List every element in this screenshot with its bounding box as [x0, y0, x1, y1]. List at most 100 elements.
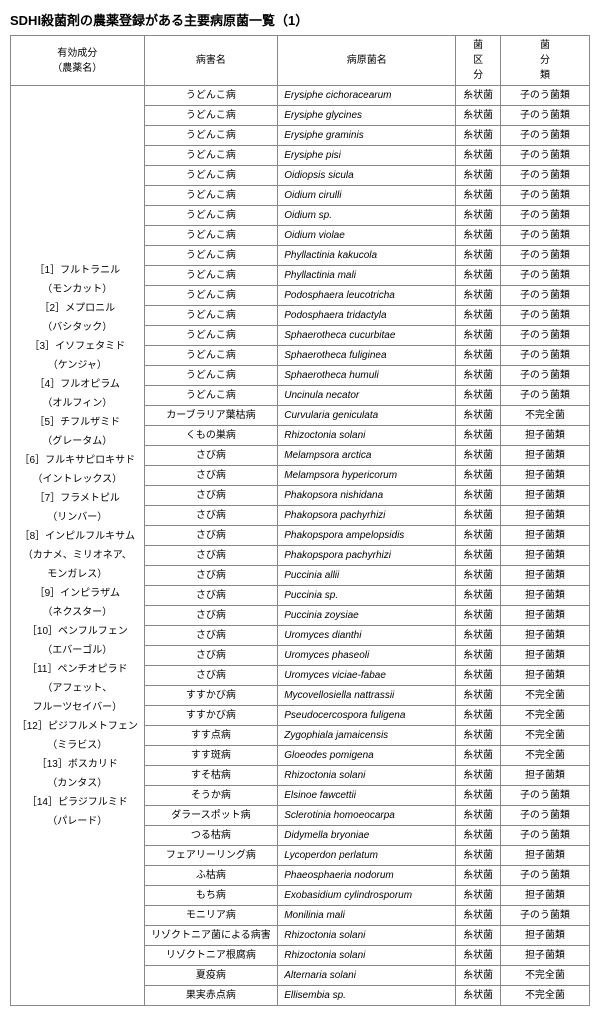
- disease-cell: うどんこ病: [144, 246, 278, 266]
- disease-cell: フェアリーリング病: [144, 846, 278, 866]
- classification-cell: 担子菌類: [500, 486, 589, 506]
- section-cell: 糸状菌: [456, 206, 501, 226]
- section-cell: 糸状菌: [456, 726, 501, 746]
- ingredient-cell: ［1］フルトラニル（モンカット）［2］メプロニル（バシタック）［3］イソフェタミ…: [11, 86, 145, 1006]
- section-cell: 糸状菌: [456, 286, 501, 306]
- pathogen-cell: Podosphaera tridactyla: [278, 306, 456, 326]
- pathogen-cell: Phyllactinia kakucola: [278, 246, 456, 266]
- disease-cell: うどんこ病: [144, 286, 278, 306]
- section-cell: 糸状菌: [456, 666, 501, 686]
- pathogen-cell: Oidiopsis sicula: [278, 166, 456, 186]
- pathogen-cell: Sphaerotheca cucurbitae: [278, 326, 456, 346]
- header-row: 有効成分（農薬名） 病害名 病原菌名 菌区分 菌分類: [11, 36, 590, 86]
- col-pathogen: 病原菌名: [278, 36, 456, 86]
- section-cell: 糸状菌: [456, 226, 501, 246]
- pathogen-cell: Phaeosphaeria nodorum: [278, 866, 456, 886]
- classification-cell: 不完全菌: [500, 686, 589, 706]
- section-cell: 糸状菌: [456, 766, 501, 786]
- pathogen-cell: Puccinia sp.: [278, 586, 456, 606]
- classification-cell: 子のう菌類: [500, 326, 589, 346]
- pathogen-cell: Exobasidium cylindrosporum: [278, 886, 456, 906]
- disease-cell: 夏疫病: [144, 966, 278, 986]
- section-cell: 糸状菌: [456, 906, 501, 926]
- pathogen-cell: Sphaerotheca humuli: [278, 366, 456, 386]
- section-cell: 糸状菌: [456, 806, 501, 826]
- pathogen-cell: Podosphaera leucotricha: [278, 286, 456, 306]
- pathogen-cell: Rhizoctonia solani: [278, 946, 456, 966]
- section-cell: 糸状菌: [456, 946, 501, 966]
- disease-cell: うどんこ病: [144, 166, 278, 186]
- disease-cell: うどんこ病: [144, 86, 278, 106]
- disease-cell: うどんこ病: [144, 366, 278, 386]
- disease-cell: うどんこ病: [144, 346, 278, 366]
- disease-cell: さび病: [144, 466, 278, 486]
- section-cell: 糸状菌: [456, 406, 501, 426]
- disease-cell: うどんこ病: [144, 226, 278, 246]
- section-cell: 糸状菌: [456, 986, 501, 1006]
- disease-cell: ふ枯病: [144, 866, 278, 886]
- section-cell: 糸状菌: [456, 486, 501, 506]
- classification-cell: 子のう菌類: [500, 106, 589, 126]
- section-cell: 糸状菌: [456, 306, 501, 326]
- classification-cell: 不完全菌: [500, 706, 589, 726]
- pathogen-cell: Elsinoe fawcettii: [278, 786, 456, 806]
- pathogen-cell: Sclerotinia homoeocarpa: [278, 806, 456, 826]
- pathogen-cell: Phyllactinia mali: [278, 266, 456, 286]
- disease-cell: うどんこ病: [144, 106, 278, 126]
- disease-cell: うどんこ病: [144, 206, 278, 226]
- pathogen-cell: Oidium cirulli: [278, 186, 456, 206]
- section-cell: 糸状菌: [456, 246, 501, 266]
- classification-cell: 子のう菌類: [500, 826, 589, 846]
- pathogen-cell: Rhizoctonia solani: [278, 426, 456, 446]
- disease-cell: リゾクトニア根腐病: [144, 946, 278, 966]
- pathogen-cell: Mycovellosiella nattrassii: [278, 686, 456, 706]
- pathogen-cell: Puccinia zoysiae: [278, 606, 456, 626]
- col-classification: 菌分類: [500, 36, 589, 86]
- classification-cell: 子のう菌類: [500, 346, 589, 366]
- pathogen-cell: Phakopsora pachyrhizi: [278, 506, 456, 526]
- section-cell: 糸状菌: [456, 686, 501, 706]
- disease-cell: くもの巣病: [144, 426, 278, 446]
- classification-cell: 担子菌類: [500, 886, 589, 906]
- disease-cell: さび病: [144, 446, 278, 466]
- pathogen-cell: Uromyces phaseoli: [278, 646, 456, 666]
- section-cell: 糸状菌: [456, 546, 501, 566]
- section-cell: 糸状菌: [456, 646, 501, 666]
- pathogen-cell: Monilinia mali: [278, 906, 456, 926]
- pathogen-cell: Uromyces viciae-fabae: [278, 666, 456, 686]
- section-cell: 糸状菌: [456, 786, 501, 806]
- disease-cell: さび病: [144, 546, 278, 566]
- section-cell: 糸状菌: [456, 86, 501, 106]
- pathogen-cell: Phakopspora ampelopsidis: [278, 526, 456, 546]
- section-cell: 糸状菌: [456, 706, 501, 726]
- classification-cell: 子のう菌類: [500, 286, 589, 306]
- disease-cell: さび病: [144, 606, 278, 626]
- disease-cell: うどんこ病: [144, 386, 278, 406]
- section-cell: 糸状菌: [456, 926, 501, 946]
- pathogen-cell: Pseudocercospora fuligena: [278, 706, 456, 726]
- classification-cell: 子のう菌類: [500, 246, 589, 266]
- classification-cell: 不完全菌: [500, 406, 589, 426]
- pathogen-cell: Lycoperdon perlatum: [278, 846, 456, 866]
- disease-cell: 果実赤点病: [144, 986, 278, 1006]
- classification-cell: 担子菌類: [500, 566, 589, 586]
- col-ingredient: 有効成分（農薬名）: [11, 36, 145, 86]
- section-cell: 糸状菌: [456, 186, 501, 206]
- section-cell: 糸状菌: [456, 366, 501, 386]
- classification-cell: 子のう菌類: [500, 146, 589, 166]
- classification-cell: 子のう菌類: [500, 306, 589, 326]
- disease-cell: うどんこ病: [144, 306, 278, 326]
- classification-cell: 担子菌類: [500, 426, 589, 446]
- section-cell: 糸状菌: [456, 266, 501, 286]
- disease-cell: うどんこ病: [144, 126, 278, 146]
- disease-cell: さび病: [144, 646, 278, 666]
- classification-cell: 子のう菌類: [500, 786, 589, 806]
- classification-cell: 担子菌類: [500, 946, 589, 966]
- classification-cell: 不完全菌: [500, 966, 589, 986]
- section-cell: 糸状菌: [456, 426, 501, 446]
- disease-cell: すす点病: [144, 726, 278, 746]
- disease-cell: つる枯病: [144, 826, 278, 846]
- disease-cell: もち病: [144, 886, 278, 906]
- classification-cell: 担子菌類: [500, 646, 589, 666]
- disease-cell: そうか病: [144, 786, 278, 806]
